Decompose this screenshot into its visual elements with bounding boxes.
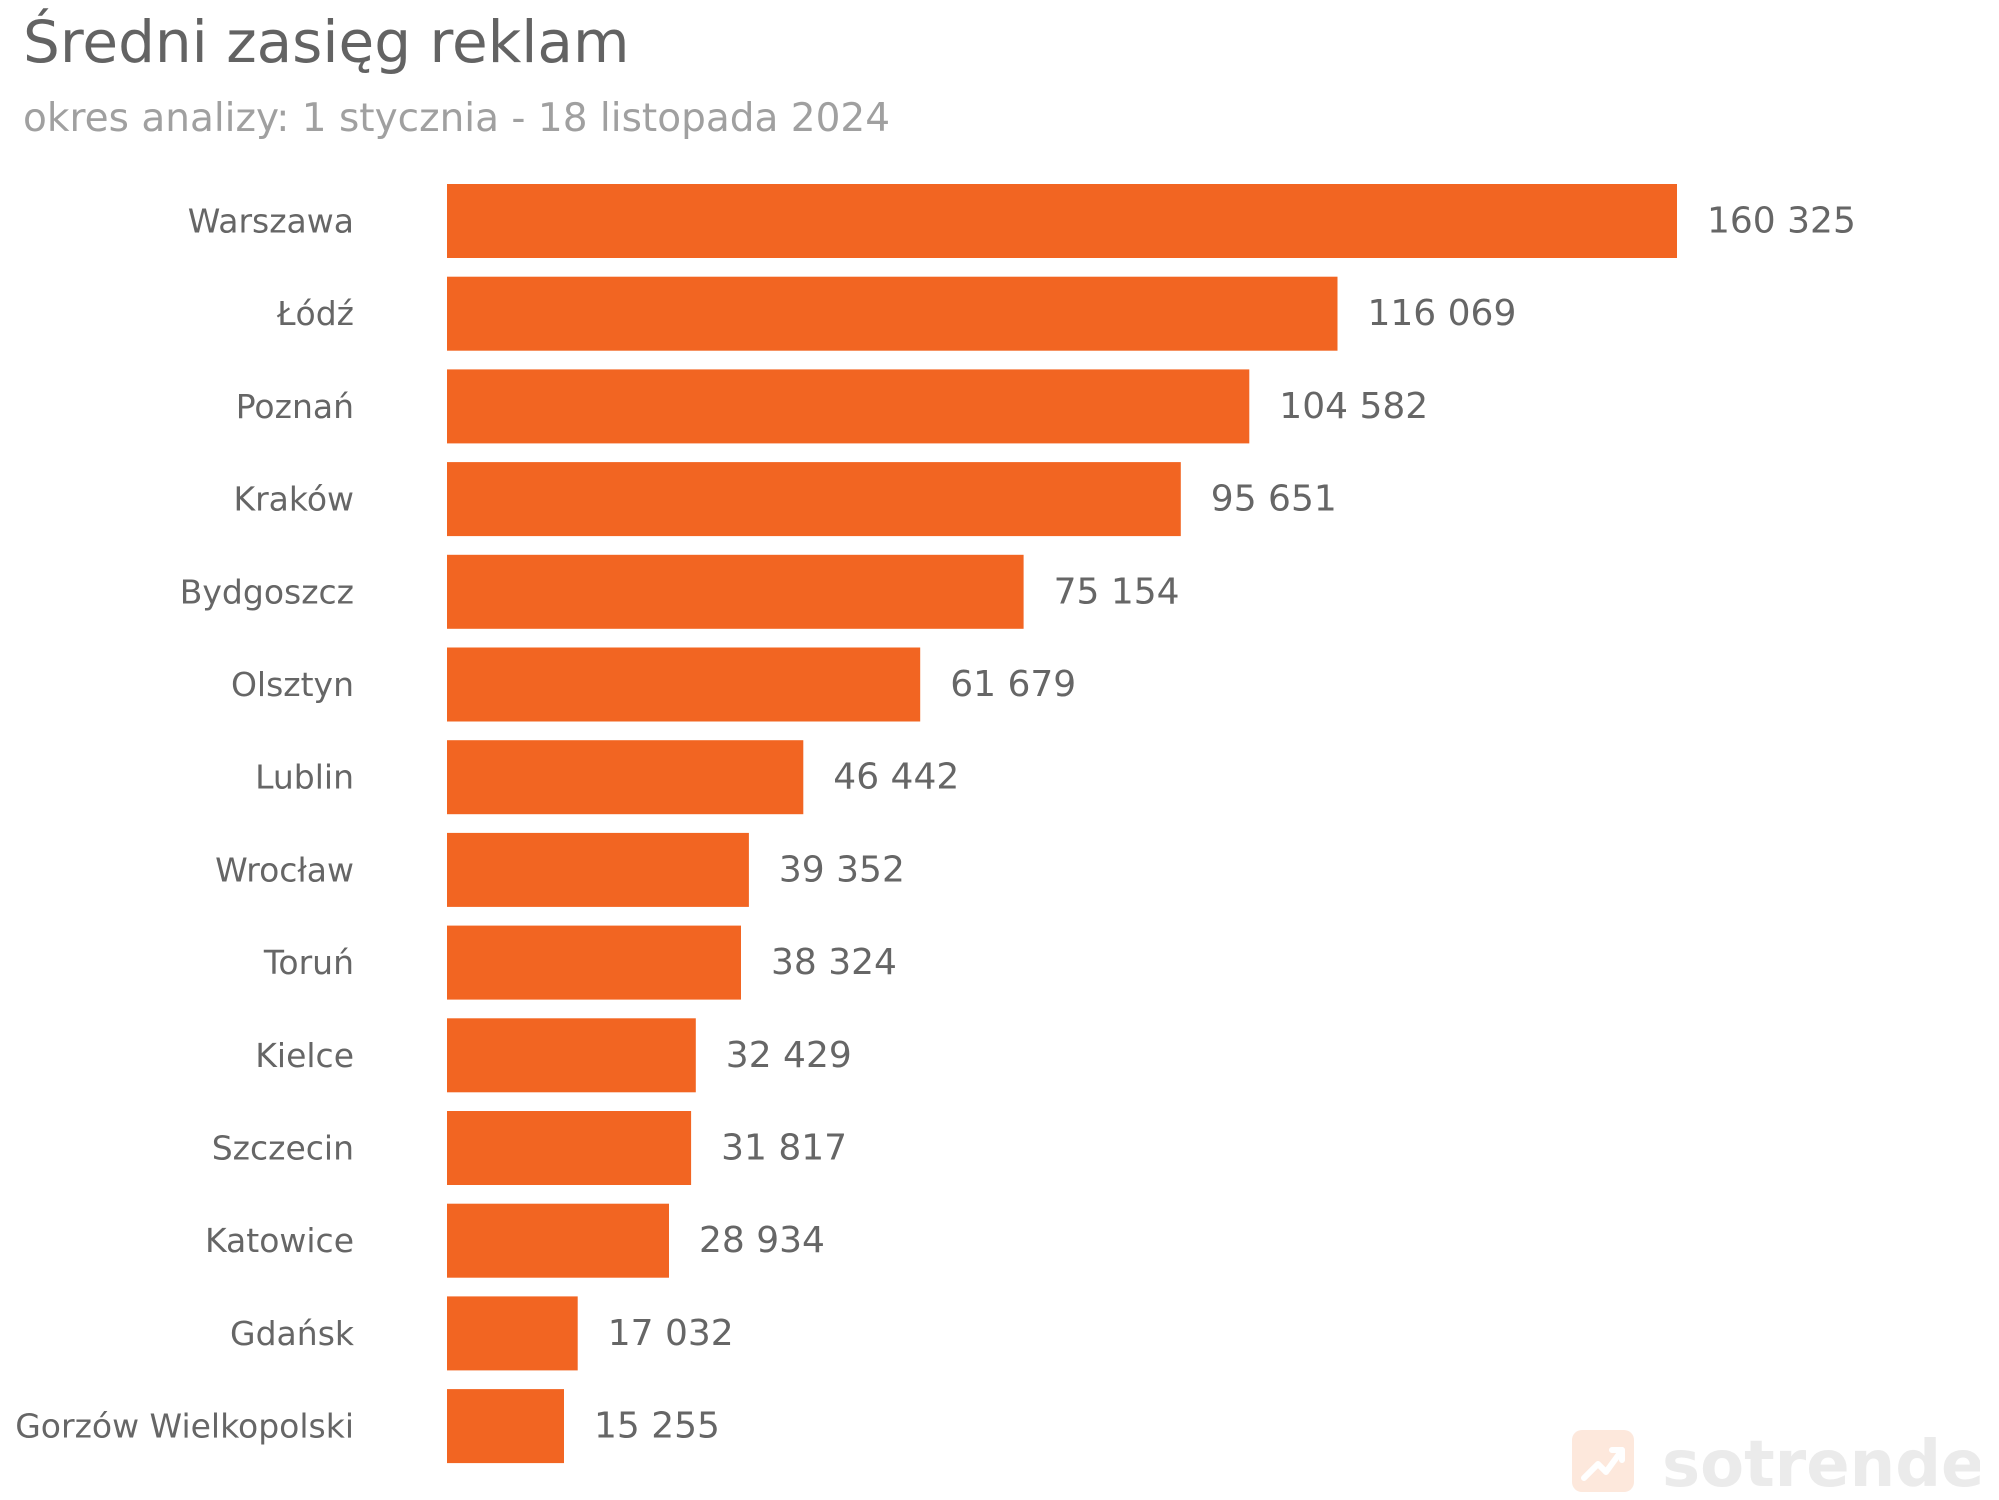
value-label-11: 28 934 [699,1220,825,1261]
value-label-4: 75 154 [1054,571,1180,612]
bar-1 [447,276,1338,351]
value-label-12: 17 032 [608,1313,734,1354]
category-label-4: Bydgoszcz [180,572,354,611]
category-label-12: Gdańsk [230,1314,355,1353]
bar-9 [447,1018,696,1093]
category-label-0: Warszawa [188,202,354,241]
value-label-7: 39 352 [779,849,905,890]
value-label-10: 31 817 [721,1128,847,1169]
category-label-7: Wrocław [215,850,354,889]
bar-11 [447,1203,669,1278]
bar-3 [447,462,1181,537]
bar-2 [447,369,1250,444]
chart-subtitle: okres analizy: 1 stycznia - 18 listopada… [23,96,891,141]
bar-13 [447,1389,564,1464]
value-label-6: 46 442 [833,757,959,798]
bars-group [447,184,1677,1464]
bar-6 [447,740,804,815]
value-label-1: 116 069 [1368,293,1517,334]
bar-4 [447,554,1024,629]
sotrender-logo: sotrender [1572,1428,1980,1498]
trend-up-icon [1572,1430,1634,1492]
category-label-10: Szczecin [212,1129,354,1168]
value-label-2: 104 582 [1279,386,1428,427]
category-label-6: Lublin [255,758,354,797]
bar-0 [447,184,1677,258]
bar-10 [447,1111,692,1185]
bar-7 [447,832,749,907]
bar-12 [447,1296,578,1371]
category-label-1: Łódź [276,294,354,333]
value-labels-group: 160 325 116 069 104 582 95 651 75 154 61 679 4… [594,201,1856,1447]
chart-title: Średni zasięg reklam [23,8,630,76]
value-label-13: 15 255 [594,1406,720,1447]
category-label-13: Gorzów Wielkopolski [15,1407,354,1446]
bar-5 [447,647,921,722]
category-label-2: Poznań [236,387,354,426]
value-label-8: 38 324 [771,942,897,983]
category-label-9: Kielce [255,1036,354,1075]
category-label-8: Toruń [263,943,354,982]
bar-8 [447,925,741,1000]
category-label-11: Katowice [205,1221,354,1260]
value-label-0: 160 325 [1707,201,1856,242]
category-labels-group: Warszawa Łódź Poznań Kraków Bydgoszcz Olsztyn… [15,202,355,1446]
logo-text: sotrender [1662,1428,1980,1498]
value-label-3: 95 651 [1211,479,1337,520]
category-label-5: Olsztyn [231,665,354,704]
value-label-9: 32 429 [726,1035,852,1076]
category-label-3: Kraków [233,480,354,519]
value-label-5: 61 679 [950,664,1076,705]
